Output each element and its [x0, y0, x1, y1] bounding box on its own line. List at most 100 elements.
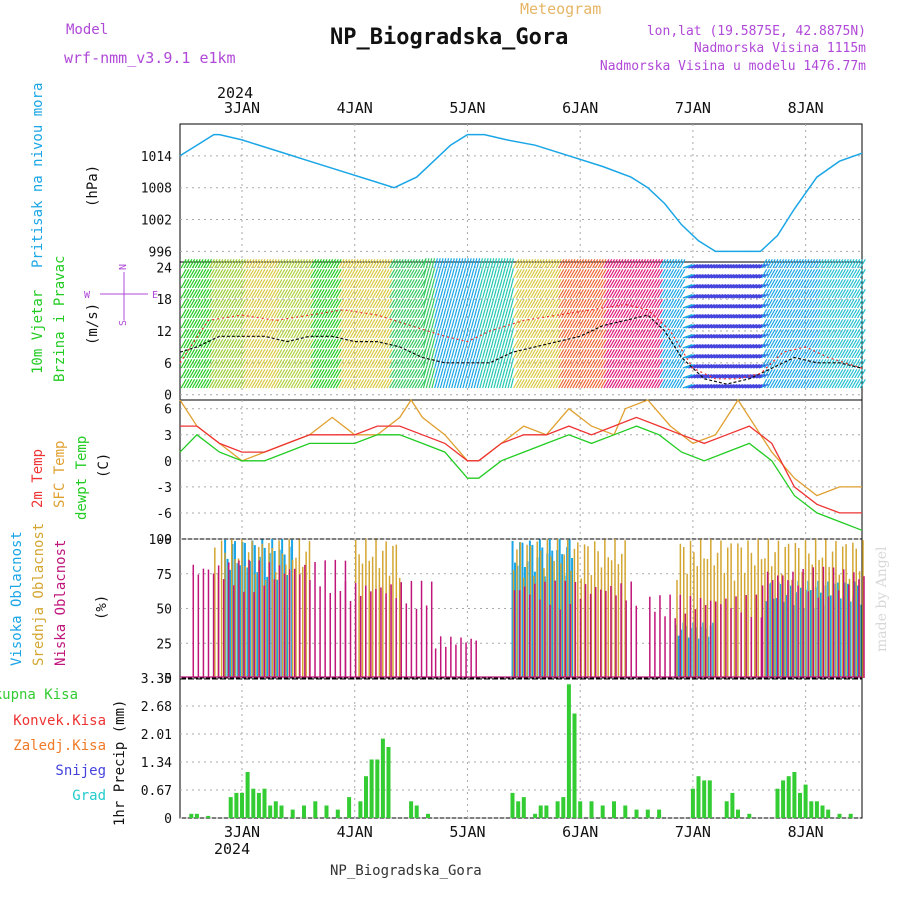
wind-barb	[837, 318, 844, 329]
wind-barb	[490, 358, 495, 369]
wind-barb	[366, 359, 373, 369]
low-cloud-ylabel: Niska Oblacnost	[53, 540, 69, 666]
wind-barb	[408, 289, 415, 299]
wind-barb	[738, 374, 749, 379]
wind-barb	[814, 359, 821, 369]
wind-barb	[476, 258, 481, 269]
wind-barb	[789, 308, 796, 319]
wind-barb	[313, 329, 320, 339]
wind-barb	[383, 379, 390, 389]
wind-barb	[513, 268, 520, 279]
wind-barb	[383, 279, 390, 289]
wind-barb	[332, 379, 339, 389]
wind-barb	[465, 298, 469, 309]
wind-barb	[631, 289, 638, 299]
wind-barb	[685, 354, 696, 359]
wind-barb	[422, 268, 427, 279]
wind-barb	[434, 338, 438, 349]
wind-barb	[397, 339, 404, 349]
wind-barb	[245, 269, 252, 279]
wind-barb	[541, 358, 548, 369]
temp-ytick-label: -9	[156, 533, 172, 548]
wind-barb	[670, 319, 678, 329]
wind-barb	[586, 269, 593, 279]
wind-barb	[363, 359, 370, 369]
wind-barb	[200, 308, 207, 319]
wind-barb	[597, 349, 604, 359]
wind-barb	[563, 349, 570, 359]
wind-barb	[386, 338, 393, 349]
wind-barb	[541, 328, 548, 339]
wind-barb	[688, 314, 699, 319]
wind-barb	[437, 368, 441, 379]
wind-barb	[606, 338, 613, 349]
wind-barb	[820, 308, 827, 319]
wind-barb	[242, 309, 249, 319]
wind-barb	[665, 358, 672, 369]
wind-barb	[727, 384, 738, 389]
credit-watermark: made by Angel	[874, 546, 890, 652]
wind-barb	[470, 298, 475, 309]
wind-barb	[659, 339, 666, 349]
wind-barb	[794, 369, 802, 379]
wind-barb	[623, 329, 630, 339]
wind-barb	[259, 339, 266, 349]
wind-barb	[284, 289, 291, 299]
wind-barb	[358, 328, 365, 339]
pressure-ytick-label: 996	[149, 245, 172, 260]
wind-barb	[220, 279, 227, 289]
wind-barb	[186, 338, 193, 349]
wind-barb	[456, 318, 461, 329]
wind-barb	[594, 259, 601, 269]
wind-barb	[586, 379, 593, 389]
wind-barb	[290, 289, 297, 299]
temp-ytick-label: 3	[164, 429, 172, 444]
wind-barb	[453, 378, 458, 389]
wind-barb	[532, 299, 539, 309]
wind-barb	[603, 308, 610, 319]
wind-barb	[753, 374, 763, 379]
wind-barb	[225, 279, 232, 289]
wind-barb	[279, 318, 286, 329]
wind-barb	[736, 374, 746, 379]
wind-barb	[501, 288, 506, 299]
wind-barb	[628, 349, 635, 359]
wind-barb	[668, 278, 675, 289]
wind-barb	[631, 279, 638, 289]
wind-barb	[750, 274, 761, 279]
wind-barb	[659, 319, 666, 329]
wind-barb	[634, 298, 641, 309]
wind-barb	[228, 279, 235, 289]
wind-barb	[448, 308, 452, 319]
wind-barb	[191, 349, 198, 359]
wind-barb	[820, 258, 827, 269]
wind-barb	[329, 359, 337, 369]
wind-barb	[442, 258, 447, 269]
wind-barb	[372, 318, 379, 329]
wind-barb	[786, 339, 793, 349]
wind-barb	[786, 319, 793, 329]
wind-barb	[208, 339, 215, 349]
wind-barb	[499, 378, 503, 389]
wind-barb	[637, 368, 644, 379]
bottom-date-label: 6JAN	[562, 823, 598, 841]
wind-barb	[265, 338, 272, 349]
wind-barb	[693, 344, 704, 349]
wind-barb	[267, 369, 275, 379]
compass-s: S	[118, 320, 129, 326]
wind-barb	[814, 329, 821, 339]
wind-barb	[313, 349, 320, 359]
wind-barb	[513, 288, 520, 299]
wind-barb	[552, 339, 559, 349]
wind-barb	[597, 329, 604, 339]
precip-bar	[533, 813, 538, 818]
wind-barb	[628, 259, 635, 269]
wind-barb	[259, 289, 266, 299]
wind-barb	[535, 329, 542, 339]
wind-barb	[792, 268, 799, 279]
wind-barb	[408, 269, 415, 279]
wind-barb	[778, 319, 785, 329]
wind-barb	[284, 259, 291, 269]
wind-barb	[321, 379, 328, 389]
wind-barb	[417, 338, 424, 349]
